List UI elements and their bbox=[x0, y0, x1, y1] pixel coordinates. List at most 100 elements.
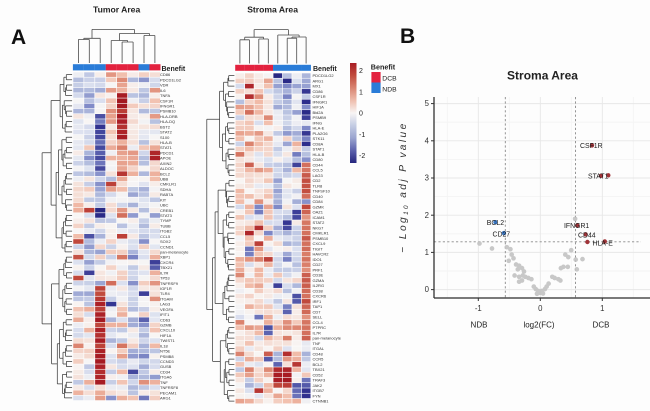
svg-text:AXIN2: AXIN2 bbox=[160, 161, 172, 166]
svg-text:PSMB10: PSMB10 bbox=[313, 236, 330, 241]
svg-text:CCL5: CCL5 bbox=[160, 234, 171, 239]
svg-text:Tumor Area: Tumor Area bbox=[93, 5, 140, 15]
svg-text:UBB: UBB bbox=[160, 177, 169, 182]
svg-text:ARG1: ARG1 bbox=[160, 396, 172, 401]
svg-text:CREB1: CREB1 bbox=[160, 208, 174, 213]
svg-text:PDCD1: PDCD1 bbox=[160, 150, 174, 155]
svg-text:IL18: IL18 bbox=[160, 343, 169, 348]
svg-text:IL7R: IL7R bbox=[313, 330, 322, 335]
svg-text:ALDOC: ALDOC bbox=[160, 166, 174, 171]
svg-text:APOE: APOE bbox=[160, 156, 171, 161]
svg-text:B: B bbox=[400, 25, 415, 48]
svg-text:CMKLR1: CMKLR1 bbox=[313, 231, 330, 236]
svg-text:A: A bbox=[11, 26, 26, 49]
svg-text:JAK2: JAK2 bbox=[313, 383, 323, 388]
svg-text:DCB: DCB bbox=[593, 321, 610, 330]
svg-text:UBC: UBC bbox=[160, 203, 169, 208]
svg-text:TAP1: TAP1 bbox=[313, 304, 323, 309]
svg-text:DCB: DCB bbox=[382, 75, 397, 82]
svg-text:TLR8: TLR8 bbox=[313, 183, 324, 188]
svg-text:IFNGR1: IFNGR1 bbox=[564, 223, 589, 230]
svg-text:PECAM1: PECAM1 bbox=[160, 390, 177, 395]
svg-text:log2(FC): log2(FC) bbox=[523, 321, 554, 330]
svg-text:TNFSF10: TNFSF10 bbox=[313, 189, 331, 194]
svg-text:S100: S100 bbox=[160, 135, 170, 140]
svg-text:HAVCR2: HAVCR2 bbox=[313, 252, 330, 257]
svg-text:IL6: IL6 bbox=[160, 88, 166, 93]
svg-text:PDCD1LG2: PDCD1LG2 bbox=[313, 73, 335, 78]
svg-text:TUBB: TUBB bbox=[160, 223, 171, 228]
svg-text:IGF1R: IGF1R bbox=[160, 286, 172, 291]
svg-text:STAT1: STAT1 bbox=[313, 147, 326, 152]
svg-text:TNFA: TNFA bbox=[160, 93, 171, 98]
svg-text:FYN: FYN bbox=[313, 393, 321, 398]
svg-text:CXCL10: CXCL10 bbox=[160, 328, 176, 333]
svg-text:TWIST1: TWIST1 bbox=[160, 338, 175, 343]
svg-text:ITGA6: ITGA6 bbox=[160, 375, 172, 380]
svg-text:HLA-E: HLA-E bbox=[313, 126, 325, 131]
svg-text:STAT1: STAT1 bbox=[588, 174, 609, 181]
svg-text:CCND1: CCND1 bbox=[160, 244, 175, 249]
svg-text:TYMP: TYMP bbox=[160, 218, 171, 223]
svg-text:ITGAL: ITGAL bbox=[313, 346, 325, 351]
svg-text:Stroma Area: Stroma Area bbox=[247, 5, 298, 15]
svg-text:IFNGR1: IFNGR1 bbox=[313, 99, 328, 104]
svg-text:CD86: CD86 bbox=[313, 89, 324, 94]
svg-text:CD27: CD27 bbox=[493, 231, 511, 238]
svg-text:1: 1 bbox=[600, 304, 604, 313]
svg-text:CMKLR1: CMKLR1 bbox=[160, 182, 177, 187]
svg-text:CCND3: CCND3 bbox=[160, 359, 175, 364]
svg-text:PDCD1LG2: PDCD1LG2 bbox=[160, 77, 182, 82]
svg-text:CD63: CD63 bbox=[160, 317, 171, 322]
svg-text:HLA-B: HLA-B bbox=[313, 152, 325, 157]
svg-text:PLA2G6: PLA2G6 bbox=[313, 131, 329, 136]
svg-text:IL7R: IL7R bbox=[160, 270, 169, 275]
svg-text:CD44: CD44 bbox=[313, 162, 324, 167]
svg-text:MX1: MX1 bbox=[313, 84, 322, 89]
svg-text:-2: -2 bbox=[359, 153, 365, 160]
svg-text:TNFRSF9: TNFRSF9 bbox=[160, 281, 179, 286]
svg-text:CD3E: CD3E bbox=[313, 273, 324, 278]
svg-text:IFNGR1: IFNGR1 bbox=[160, 103, 175, 108]
svg-text:TLR4: TLR4 bbox=[160, 291, 171, 296]
svg-text:CSF1R: CSF1R bbox=[313, 94, 326, 99]
svg-text:CD8A: CD8A bbox=[313, 141, 324, 146]
svg-text:RAB7A: RAB7A bbox=[160, 192, 173, 197]
svg-text:CD48: CD48 bbox=[313, 351, 324, 356]
svg-text:GZMK: GZMK bbox=[313, 204, 325, 209]
svg-text:IL2RG: IL2RG bbox=[313, 283, 325, 288]
svg-text:TNF: TNF bbox=[313, 341, 321, 346]
svg-text:BST2: BST2 bbox=[160, 124, 171, 129]
svg-text:SELL: SELL bbox=[313, 315, 324, 320]
svg-text:TBX21: TBX21 bbox=[160, 265, 173, 270]
svg-text:IFNG: IFNG bbox=[313, 120, 323, 125]
svg-text:CD44: CD44 bbox=[578, 232, 596, 239]
svg-text:CD52: CD52 bbox=[313, 372, 324, 377]
svg-text:LAG3: LAG3 bbox=[160, 302, 171, 307]
svg-text:0: 0 bbox=[425, 285, 430, 294]
svg-text:XBP1: XBP1 bbox=[160, 255, 171, 260]
svg-text:BCL2: BCL2 bbox=[487, 220, 504, 227]
svg-text:5: 5 bbox=[425, 99, 430, 108]
svg-text:TNFRSF8: TNFRSF8 bbox=[160, 385, 179, 390]
svg-text:SDHA: SDHA bbox=[160, 187, 171, 192]
svg-text:KIT: KIT bbox=[160, 197, 167, 202]
svg-text:Stroma Area: Stroma Area bbox=[507, 69, 578, 83]
svg-text:3: 3 bbox=[425, 174, 429, 183]
svg-text:CD34: CD34 bbox=[160, 369, 171, 374]
svg-text:PSMB8: PSMB8 bbox=[160, 354, 174, 359]
svg-text:Benefit: Benefit bbox=[371, 63, 396, 72]
svg-text:BCL2: BCL2 bbox=[160, 171, 171, 176]
svg-text:CXCL9: CXCL9 bbox=[313, 241, 327, 246]
svg-text:CCL5: CCL5 bbox=[313, 168, 324, 173]
svg-text:1: 1 bbox=[425, 248, 429, 257]
svg-text:STAT2: STAT2 bbox=[160, 130, 173, 135]
svg-text:VEGFA: VEGFA bbox=[160, 307, 174, 312]
svg-text:CD80: CD80 bbox=[313, 157, 324, 162]
svg-text:IDO1: IDO1 bbox=[313, 257, 323, 262]
svg-text:HIF1A: HIF1A bbox=[313, 105, 325, 110]
svg-text:PSMB10: PSMB10 bbox=[160, 109, 177, 114]
svg-text:PTPRC: PTPRC bbox=[313, 325, 327, 330]
svg-text:NDB: NDB bbox=[382, 86, 397, 93]
svg-text:HLA-B: HLA-B bbox=[160, 140, 172, 145]
